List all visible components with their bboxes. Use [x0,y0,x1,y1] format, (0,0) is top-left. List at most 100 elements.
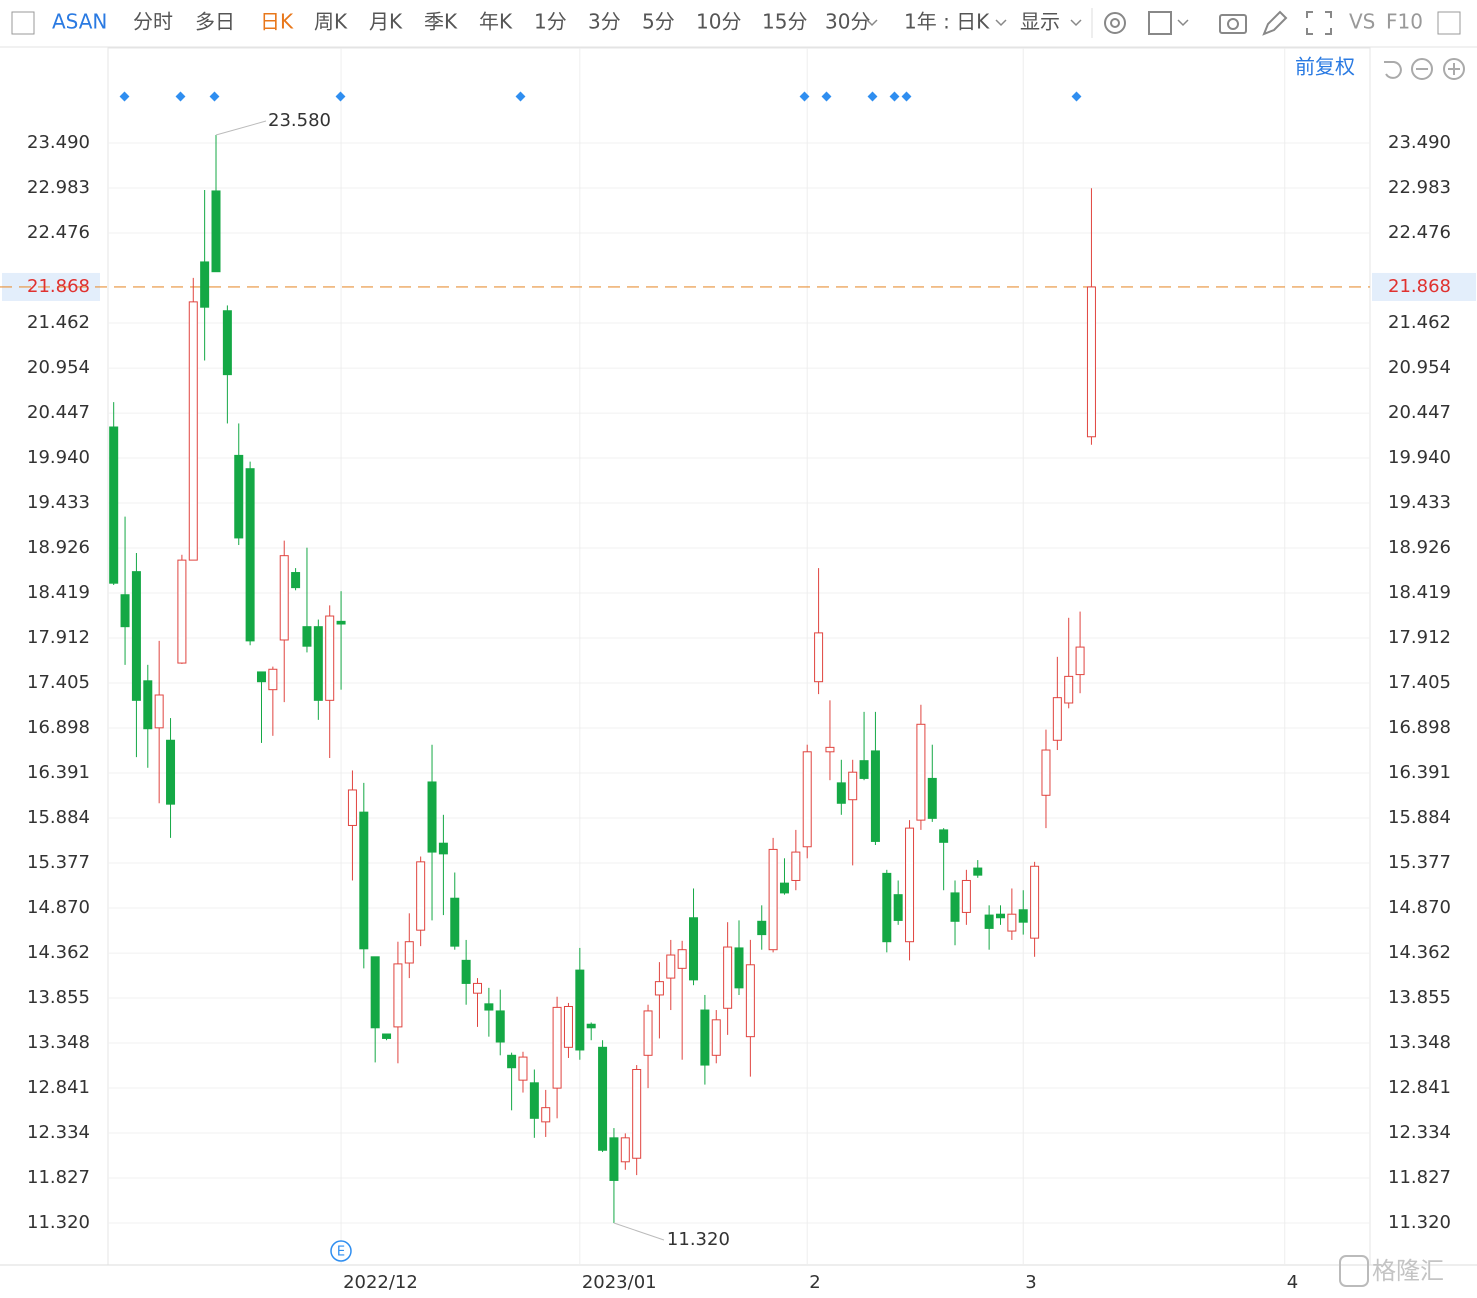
candle-body [973,867,983,876]
candle-body [109,426,119,584]
panel-toggle[interactable] [1437,11,1461,35]
y-tick-label: 11.827 [27,1167,90,1188]
event-diamond[interactable] [821,91,832,102]
candle-body [995,913,1005,919]
period-tab[interactable]: 月K [369,10,403,34]
candle-body [245,468,255,642]
y-tick-label: 12.841 [27,1077,90,1098]
event-diamond[interactable] [1071,91,1082,102]
fullscreen-icon[interactable] [1306,11,1332,35]
y-tick-label: 14.362 [27,942,90,963]
vs-button[interactable]: VS [1349,10,1375,34]
adjust-mode[interactable]: 前复权 [1295,55,1355,79]
y-tick-label: 19.433 [27,492,90,513]
period-tab[interactable]: 日K [260,10,294,34]
y2-tick-label: 19.940 [1388,447,1451,468]
candle-body [1075,646,1085,676]
candle-body [643,1010,653,1056]
period-tab[interactable]: 周K [314,10,348,34]
event-diamond[interactable] [515,91,526,102]
chevron [866,19,878,27]
zoom-in[interactable] [1443,58,1465,80]
y2-tick-label: 17.405 [1388,672,1451,693]
y-tick-label: 11.320 [27,1212,90,1233]
candle-body [1052,697,1062,741]
y2-tick-label: 12.841 [1388,1077,1451,1098]
candle-body [984,914,994,929]
event-diamond[interactable] [175,91,186,102]
zoom-out[interactable] [1411,58,1433,80]
candle-body [654,981,664,996]
reset-icon[interactable] [1384,61,1402,79]
candle-body [325,615,335,701]
y-tick-label: 17.405 [27,672,90,693]
candle-body [166,739,176,805]
candle-body [882,872,892,943]
candle-body [802,751,812,848]
y2-tick-label: 11.320 [1388,1212,1451,1233]
event-diamond[interactable] [901,91,912,102]
period-tab[interactable]: 3分 [588,10,621,34]
layout-icon[interactable] [1148,11,1172,35]
period-tab[interactable]: 季K [424,10,458,34]
chevron [1177,19,1189,27]
candle-body [950,892,960,922]
candle-body [609,1137,619,1181]
candle-body [291,572,301,589]
y-tick-label: 17.912 [27,627,90,648]
candle-body [734,947,744,989]
candle-body [779,882,789,894]
candle-body [222,310,232,376]
draw-icon[interactable] [1262,10,1288,36]
event-diamond[interactable] [889,91,900,102]
y2-tick-label: 14.870 [1388,897,1451,918]
y-tick-label: 18.926 [27,537,90,558]
period-tab[interactable]: 1分 [534,10,567,34]
candle-body [427,781,437,853]
candle-body [768,848,778,951]
period-tab[interactable]: 15分 [762,10,807,34]
symbol[interactable]: ASAN [52,10,107,34]
period-tab[interactable]: 分时 [133,10,173,34]
y-tick-label: 15.377 [27,852,90,873]
event-diamonds [119,91,1082,102]
last-price-label: 21.868 [1388,276,1451,297]
event-diamond[interactable] [799,91,810,102]
candle-body [598,1046,608,1151]
event-diamond[interactable] [867,91,878,102]
display-select[interactable]: 显示 [1020,10,1060,34]
candle-body [336,620,346,625]
y2-tick-label: 11.827 [1388,1167,1451,1188]
camera-icon[interactable] [1219,14,1247,34]
event-diamond[interactable] [119,91,130,102]
candle-body [961,879,971,913]
candle-body [120,594,130,628]
y2-tick-label: 21.462 [1388,312,1451,333]
y2-tick-label: 23.490 [1388,132,1451,153]
f10-button[interactable]: F10 [1386,10,1423,34]
candle-body [859,760,869,779]
event-marker[interactable] [330,1240,352,1262]
period-tab[interactable]: 10分 [696,10,741,34]
candle-body [177,559,187,664]
candle-body [552,1006,562,1089]
event-diamond[interactable] [209,91,220,102]
candle-body [495,1010,505,1043]
y2-tick-label: 15.377 [1388,852,1451,873]
period-tab[interactable]: 年K [479,10,513,34]
candle-body [461,959,471,984]
candle-body [393,963,403,1028]
y2-tick-label: 19.433 [1388,492,1451,513]
range-select[interactable]: 1年 : 日K [904,10,990,34]
candle-body [438,842,448,855]
candle-body [507,1054,517,1069]
candle-body [620,1137,630,1163]
period-tab[interactable]: 5分 [642,10,675,34]
y2-tick-label: 12.334 [1388,1122,1451,1143]
period-tab[interactable]: 多日 [195,10,235,34]
y2-tick-label: 16.898 [1388,717,1451,738]
settings-icon[interactable] [1104,12,1126,34]
period-tab[interactable]: 30分 [825,10,870,34]
candle-body [1064,675,1074,704]
sidebar-toggle[interactable] [11,11,35,35]
